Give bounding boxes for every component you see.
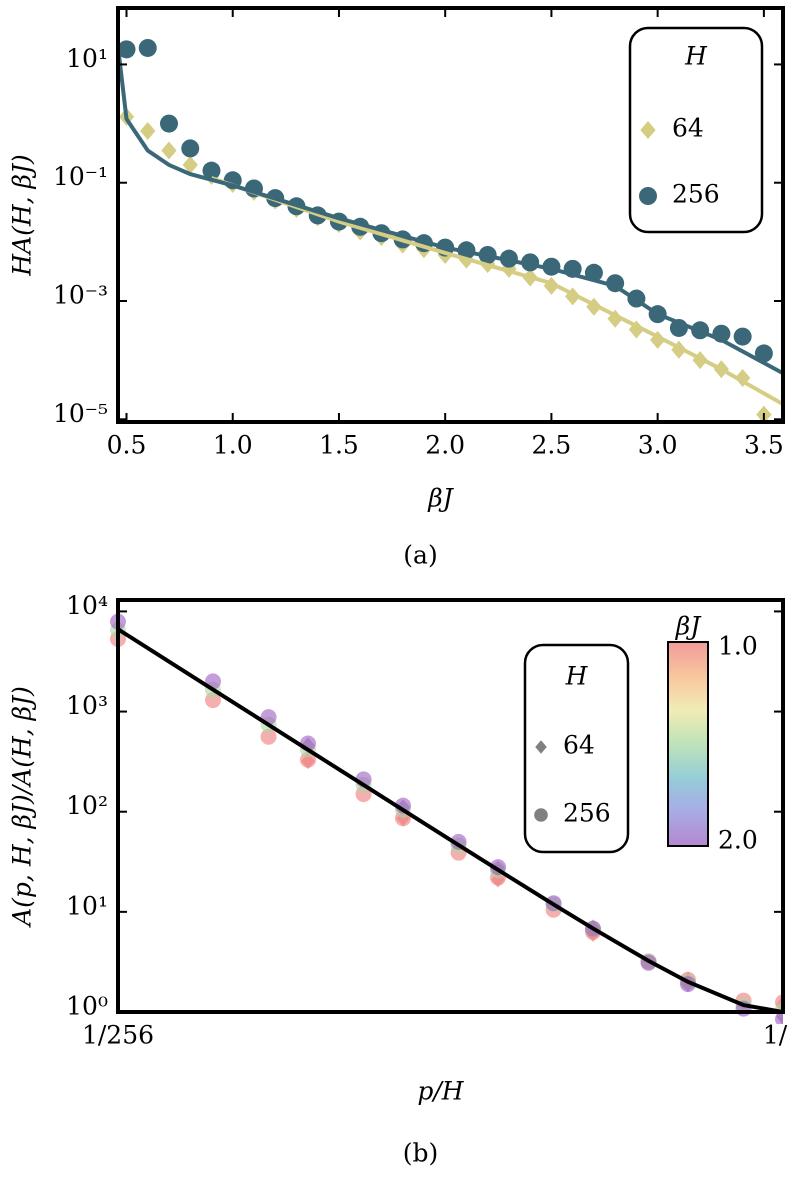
x-tick-label: 0.5 (107, 431, 147, 460)
y-tick-label: 10² (66, 791, 108, 820)
colorbar-title: βJ (675, 612, 702, 641)
axes-frame (116, 598, 785, 1014)
x-tick-label: 2.5 (532, 431, 572, 460)
fit-line (116, 46, 783, 376)
fit-line (116, 627, 783, 1014)
data-point (754, 344, 773, 363)
legend-marker (534, 808, 548, 822)
legend-marker (535, 740, 547, 754)
data-point (140, 121, 156, 140)
colorbar-tick-label: 1.0 (718, 632, 758, 661)
y-tick-label: 10⁰ (66, 992, 108, 1021)
plot-area (110, 613, 783, 1024)
legend-title: H (684, 42, 708, 71)
x-axis-label: p/H (417, 1077, 464, 1106)
panel-label: (a) (403, 541, 437, 570)
x-tick-label: 1.5 (319, 431, 359, 460)
colorbar-tick-label: 2.0 (718, 826, 758, 855)
y-tick-label: 10⁻³ (53, 281, 108, 310)
x-tick-label: 3.0 (638, 431, 678, 460)
data-point (733, 327, 752, 346)
y-tick-label: 10⁴ (66, 591, 108, 620)
legend-title: H (565, 662, 589, 691)
y-tick-label: 10⁻¹ (53, 162, 108, 191)
data-point (202, 161, 221, 180)
y-tick-label: 10⁻⁵ (53, 399, 108, 428)
x-tick-label: 1/256 (82, 1021, 154, 1050)
data-point (138, 38, 157, 57)
legend-box (523, 643, 630, 854)
y-tick-label: 10¹ (66, 891, 108, 920)
legend-box (628, 26, 764, 234)
y-axis-label: HA(H, βJ) (8, 154, 37, 277)
legend-marker (639, 187, 657, 205)
y-tick-label: 10³ (66, 691, 108, 720)
legend-label: 256 (563, 799, 611, 828)
plot-area (116, 38, 783, 424)
y-axis-label: A(p, H, βJ)/A(H, βJ) (8, 686, 37, 928)
panel-label: (b) (403, 1139, 439, 1168)
x-tick-label: 1.0 (213, 431, 253, 460)
x-tick-label: 1/2 (763, 1021, 789, 1050)
data-point (161, 141, 177, 160)
data-point (260, 728, 277, 745)
y-tick-label: 10¹ (66, 44, 108, 73)
fit-line (210, 176, 783, 406)
legend-label: 256 (672, 180, 720, 209)
data-point (117, 40, 136, 59)
colorbar (667, 641, 709, 847)
legend-label: 64 (672, 114, 704, 143)
legend-label: 64 (563, 731, 595, 760)
x-tick-label: 2.0 (425, 431, 465, 460)
x-tick-label: 3.5 (744, 431, 784, 460)
axes-frame (116, 6, 785, 424)
data-point (775, 1011, 783, 1024)
x-axis-label: βJ (427, 484, 454, 513)
data-point (182, 155, 198, 174)
legend-marker (640, 121, 656, 139)
data-point (181, 139, 200, 158)
data-point (159, 114, 178, 133)
